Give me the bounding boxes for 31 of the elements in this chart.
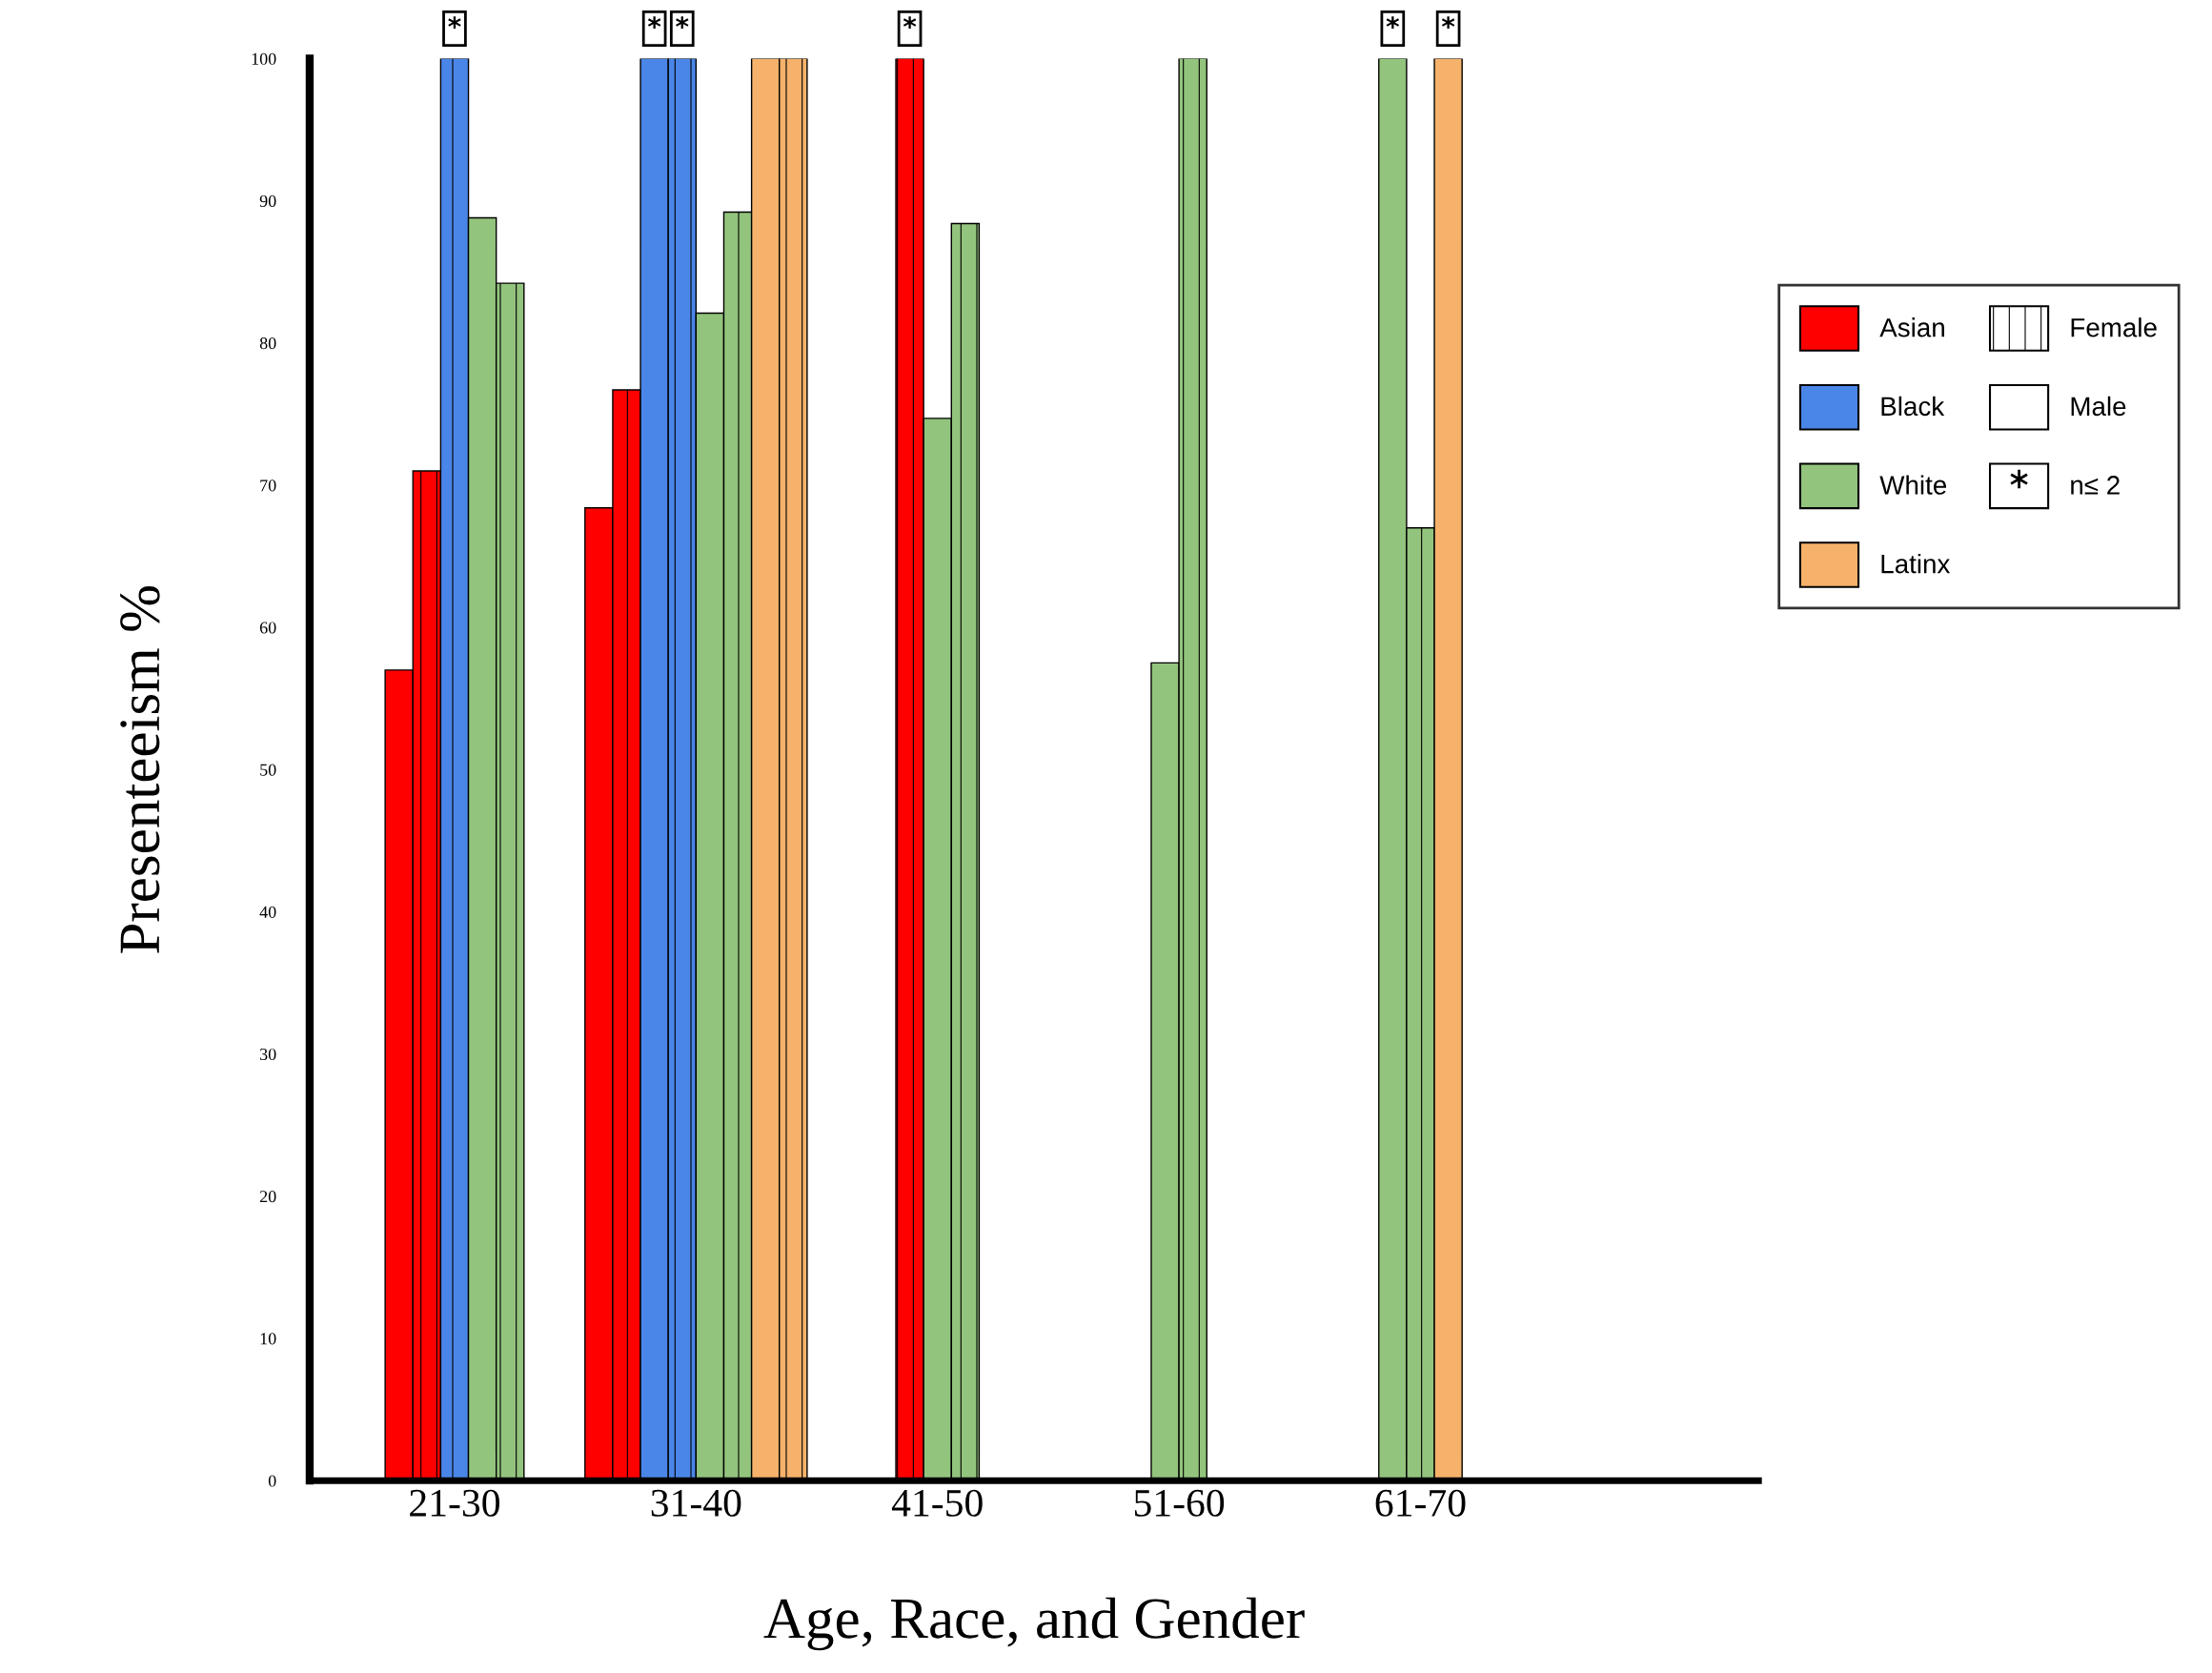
y-tick-label: 10 xyxy=(260,1333,276,1345)
y-tick-label: 100 xyxy=(252,52,276,65)
data-label: * xyxy=(676,16,689,30)
data-label: * xyxy=(1441,16,1455,30)
x-tick-label: 41-50 xyxy=(891,1489,983,1517)
y-tick-label: 90 xyxy=(259,194,276,208)
text: Female xyxy=(2071,317,2157,337)
y-tick-label: 60 xyxy=(259,622,276,634)
x-tick-label: 61-70 xyxy=(1375,1489,1466,1517)
data-label: * xyxy=(647,16,661,30)
legend-label: White xyxy=(1879,475,1947,495)
x-tick-label: 31-40 xyxy=(651,1489,741,1517)
data-label: * xyxy=(903,16,917,30)
y-tick-label: 20 xyxy=(259,1191,276,1203)
y-tick-label: 30 xyxy=(260,1048,276,1061)
y-tick-label: 80 xyxy=(259,337,276,350)
legend-label: Asian xyxy=(1879,317,1944,337)
data-label: * xyxy=(1386,16,1400,30)
y-tick-label: 0 xyxy=(268,1475,276,1487)
y-tick-label: 70 xyxy=(260,479,276,492)
legend-label: Latinx xyxy=(1881,554,1951,574)
x-tick-label: 51-60 xyxy=(1134,1489,1225,1517)
x-axis-title: Age, Race, and Gender xyxy=(763,1597,1305,1651)
legend-label: Black xyxy=(1881,396,1945,417)
y-tick-label: 50 xyxy=(260,764,276,776)
y-axis-title: Presenteeism % xyxy=(120,586,160,953)
text: n≤ 2 xyxy=(2071,476,2120,495)
text: Male xyxy=(2071,396,2126,417)
x-tick-label: 21-30 xyxy=(410,1489,499,1517)
y-tick-label: 40 xyxy=(259,906,276,918)
data-label: * xyxy=(448,16,461,30)
